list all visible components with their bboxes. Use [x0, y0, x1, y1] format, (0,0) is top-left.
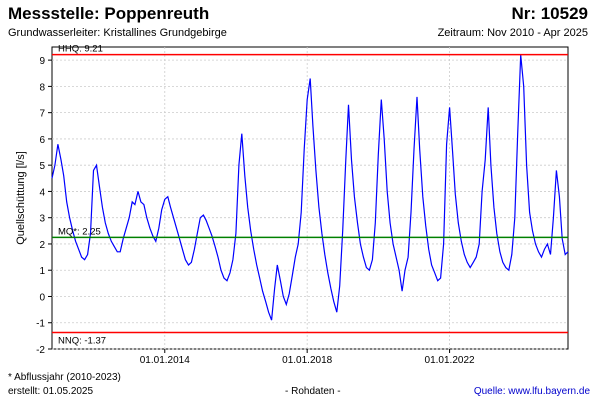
- raw-data-label: - Rohdaten -: [285, 386, 341, 397]
- x-tick-label: 01.01.2014: [140, 355, 190, 366]
- y-tick-label: -1: [36, 319, 45, 330]
- reference-label-mq: MQ*: 2.25: [58, 226, 101, 237]
- y-tick-label: 4: [39, 187, 45, 198]
- reference-label-nnq: NNQ: -1.37: [58, 335, 106, 346]
- aquifer-subtitle: Grundwasserleiter: Kristallines Grundgeb…: [8, 27, 227, 39]
- y-tick-label: 3: [39, 214, 45, 225]
- y-tick-label: 5: [39, 161, 45, 172]
- x-tick-label: 01.01.2018: [282, 355, 332, 366]
- series-line: [51, 54, 569, 321]
- y-tick-label: 8: [39, 82, 45, 93]
- created-date: erstellt: 01.05.2025: [8, 386, 94, 397]
- x-tick-label: 01.01.2022: [425, 355, 475, 366]
- y-tick-label: 0: [39, 292, 45, 303]
- y-tick-label: 1: [39, 266, 45, 277]
- y-axis-label: Quellschüttung [l/s]: [15, 151, 27, 245]
- source-link[interactable]: Quelle: www.lfu.bayern.de: [473, 386, 590, 397]
- page-title: Messstelle: Poppenreuth: [8, 4, 210, 23]
- y-tick-label: 9: [39, 56, 45, 67]
- y-tick-label: 6: [39, 135, 45, 146]
- footnote: * Abflussjahr (2010-2023): [8, 372, 121, 383]
- reference-label-hhq: HHQ: 9.21: [58, 44, 103, 55]
- y-tick-label: 2: [39, 240, 45, 251]
- plot-frame: [51, 46, 569, 350]
- period-label: Zeitraum: Nov 2010 - Apr 2025: [437, 27, 588, 39]
- y-tick-label: 7: [39, 109, 45, 120]
- station-number: Nr: 10529: [511, 4, 588, 23]
- y-tick-label: -2: [36, 345, 45, 356]
